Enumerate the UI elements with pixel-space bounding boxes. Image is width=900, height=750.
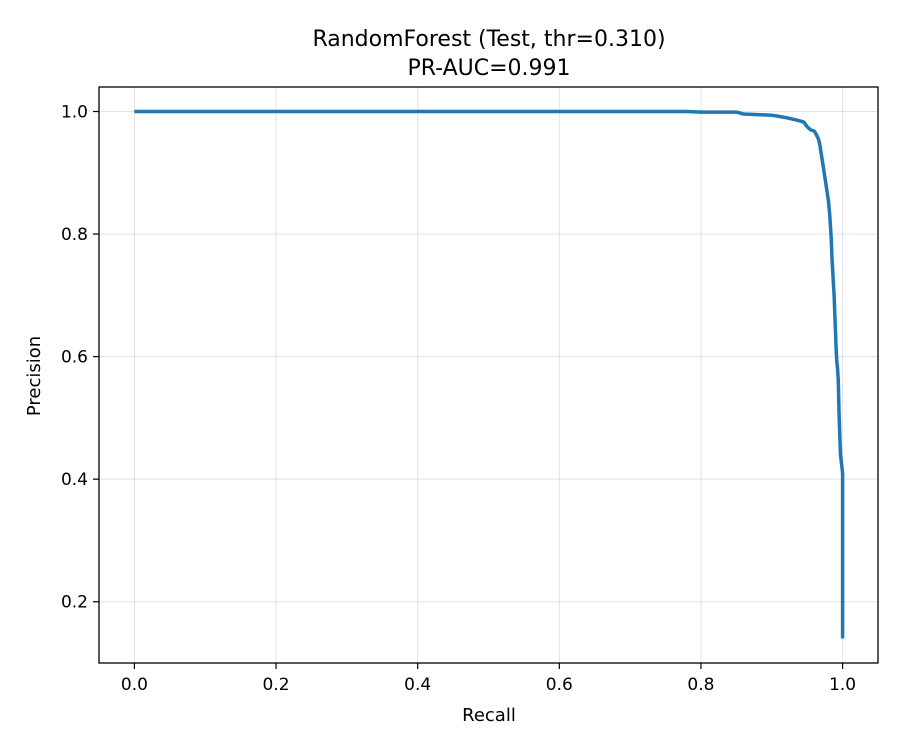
chart-subtitle: PR-AUC=0.991	[407, 56, 570, 81]
axis-ticks: 0.0 0.2 0.4 0.6 0.8 1.0 0.2 0.4 0.6 0.8 1.0	[61, 103, 856, 695]
x-tick-label: 0.6	[546, 675, 573, 695]
plot-frame	[98, 86, 879, 664]
y-tick-label: 0.6	[61, 348, 88, 368]
plot-series	[134, 109, 845, 639]
y-tick-label: 0.2	[61, 593, 88, 613]
precision-recall-curve	[134, 109, 845, 639]
y-tick-label: 0.8	[61, 225, 88, 245]
x-tick-label: 1.0	[829, 675, 856, 695]
y-tick-label: 0.4	[61, 470, 88, 490]
y-tick-label: 1.0	[61, 103, 88, 123]
y-axis-label: Precision	[24, 336, 45, 416]
x-tick-label: 0.4	[404, 675, 431, 695]
x-tick-label: 0.8	[687, 675, 714, 695]
grid-lines	[99, 87, 878, 663]
x-axis-label: Recall	[462, 705, 516, 726]
x-tick-label: 0.0	[121, 675, 148, 695]
chart-title: RandomForest (Test, thr=0.310)	[312, 27, 665, 52]
x-tick-label: 0.2	[263, 675, 290, 695]
